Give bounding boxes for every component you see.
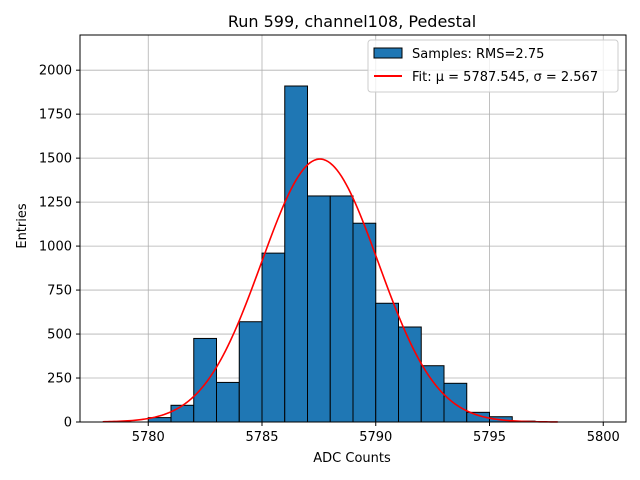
x-tick-label: 5790 xyxy=(359,430,392,445)
histogram-bar xyxy=(307,195,331,423)
histogram-bars xyxy=(147,85,536,423)
x-axis-label: ADC Counts xyxy=(313,451,391,466)
legend-label-samples: Samples: RMS=2.75 xyxy=(412,47,544,62)
y-tick-label: 1750 xyxy=(39,108,72,123)
y-tick-label: 1000 xyxy=(39,240,72,255)
legend: Samples: RMS=2.75 Fit: μ = 5787.545, σ =… xyxy=(367,39,619,93)
plot-frame xyxy=(79,34,627,423)
y-axis-label: Entries xyxy=(15,203,30,249)
y-tick-label: 2000 xyxy=(39,64,72,79)
histogram-bar xyxy=(193,337,217,423)
y-tick-label: 0 xyxy=(64,416,72,431)
legend-label-fit: Fit: μ = 5787.545, σ = 2.567 xyxy=(412,70,598,85)
y-tick-label: 1250 xyxy=(39,196,72,211)
histogram-bar xyxy=(329,195,354,423)
x-tick-label: 5795 xyxy=(473,430,506,445)
histogram-bar xyxy=(420,365,445,423)
histogram-bar xyxy=(238,321,263,423)
histogram-bar xyxy=(216,381,240,423)
y-tick-label: 500 xyxy=(47,328,72,343)
chart-title: Run 599, channel108, Pedestal xyxy=(228,12,476,31)
y-tick-label: 750 xyxy=(47,284,72,299)
x-tick-label: 5785 xyxy=(245,430,278,445)
legend-box xyxy=(367,39,619,93)
x-tick-label: 5780 xyxy=(132,430,165,445)
x-tick-label: 5800 xyxy=(587,430,620,445)
legend-swatch-samples xyxy=(373,47,403,59)
histogram-bar xyxy=(375,302,399,423)
axis-ticks: 5780 5785 5790 5795 5800 0 250 500 750 1000 1250 15… xyxy=(39,64,620,445)
histogram-bar xyxy=(284,85,308,423)
histogram-bar xyxy=(352,222,377,423)
y-tick-label: 250 xyxy=(47,372,72,387)
histogram-bar xyxy=(443,382,468,423)
gaussian-fit-curve xyxy=(102,158,558,423)
y-tick-label: 1500 xyxy=(39,152,72,167)
histogram-bar xyxy=(261,252,286,423)
histogram-bar xyxy=(170,404,195,423)
